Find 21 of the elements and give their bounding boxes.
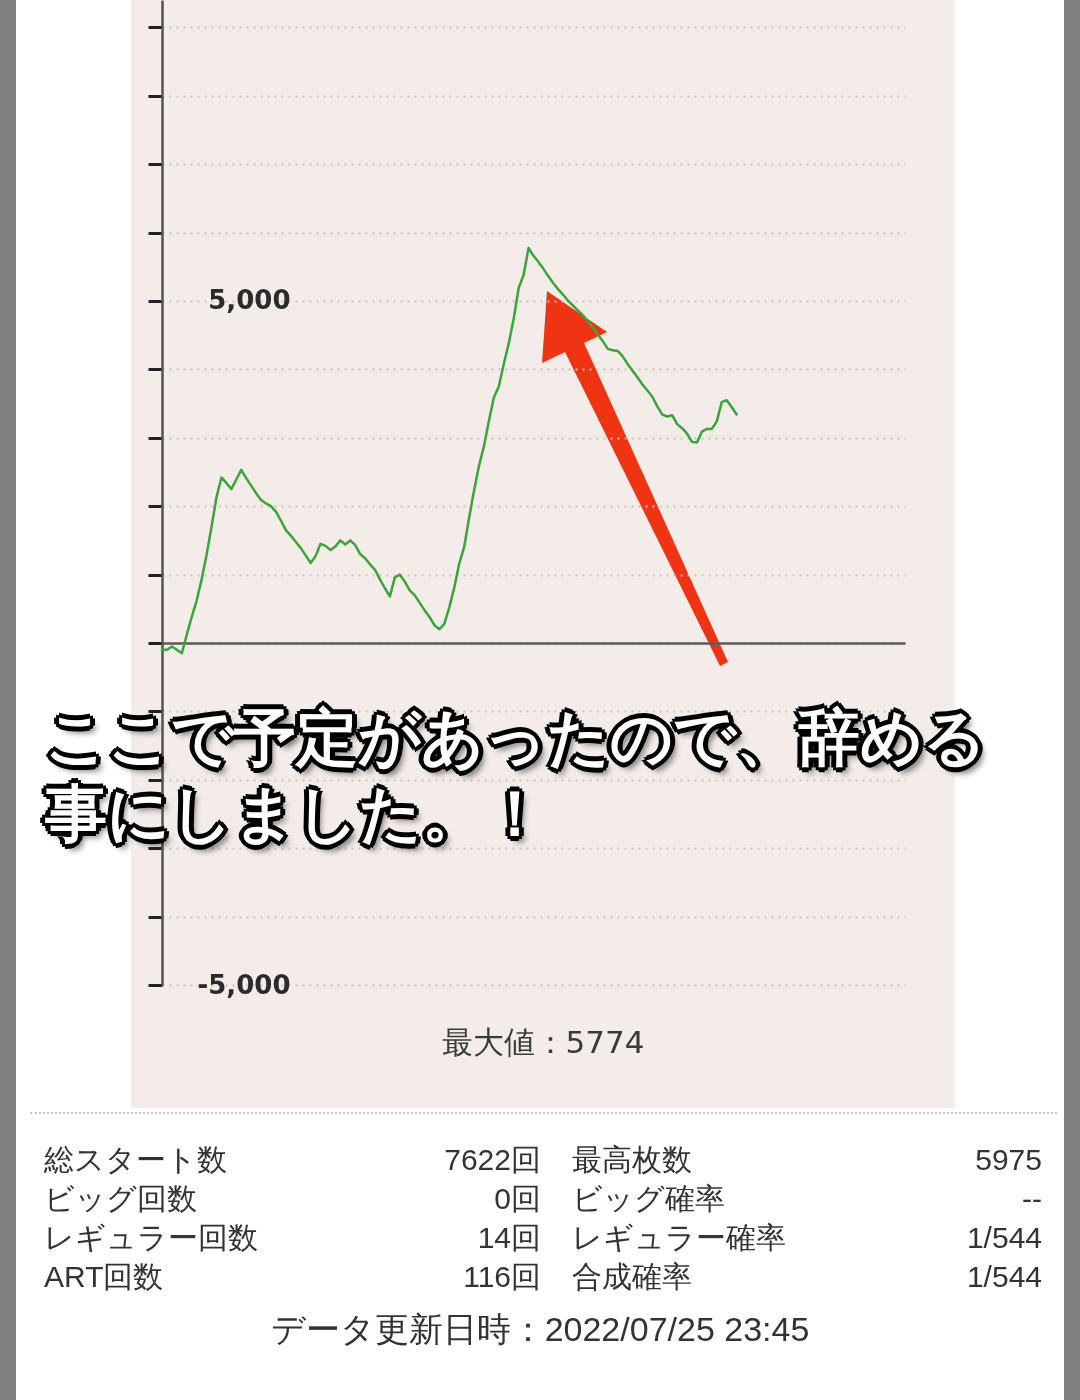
text: ビッグ回数 bbox=[44, 1181, 198, 1217]
text: 総スタート数 bbox=[44, 1142, 228, 1178]
text: 1/544 bbox=[965, 1259, 1042, 1295]
y-tick-label: -5,000 bbox=[197, 969, 291, 1000]
text: 14回 bbox=[476, 1220, 541, 1256]
text: レギュラー回数 bbox=[44, 1220, 259, 1256]
text: 最高枚数 bbox=[571, 1142, 693, 1178]
line-series bbox=[160, 246, 738, 655]
text: ビッグ確率 bbox=[571, 1181, 726, 1217]
text: データ更新日時：2022/07/25 23:45 bbox=[269, 1309, 811, 1350]
text: 合成確率 bbox=[571, 1259, 693, 1295]
text: 116回 bbox=[462, 1259, 541, 1295]
text: -- bbox=[1021, 1181, 1042, 1217]
text: 最大値：5774 bbox=[440, 1023, 646, 1062]
text: 7622回 bbox=[443, 1142, 541, 1178]
text: 0回 bbox=[493, 1181, 541, 1217]
text: 5975 bbox=[974, 1142, 1042, 1178]
y-tick-label: 5,000 bbox=[208, 285, 291, 316]
text: ART回数 bbox=[44, 1259, 165, 1295]
text: レギュラー確率 bbox=[571, 1220, 787, 1256]
text: 1/544 bbox=[965, 1220, 1042, 1256]
